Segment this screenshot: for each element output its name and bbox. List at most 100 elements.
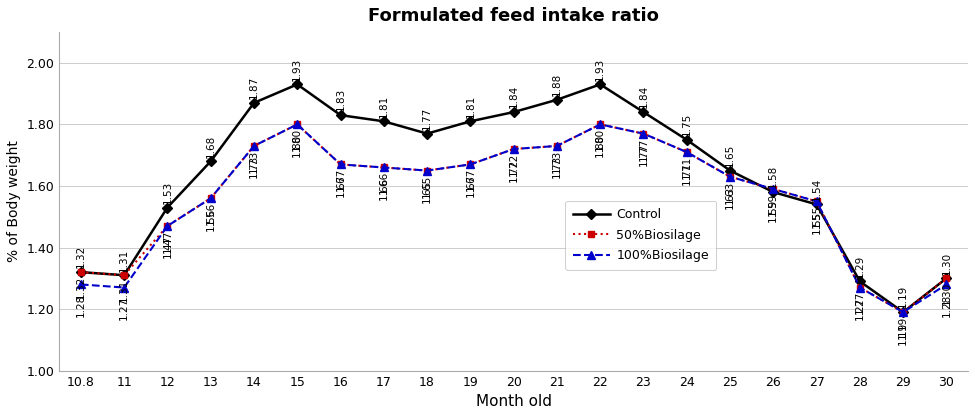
Control [551,97,563,102]
100%Biosilage [118,285,130,290]
X-axis label: Month old: Month old [476,394,552,409]
Text: 1.71: 1.71 [682,161,691,185]
50%Biosilage [508,146,520,151]
50%Biosilage [854,285,866,290]
Control [248,100,259,105]
Control [681,137,692,142]
Text: 1.73: 1.73 [249,150,259,173]
100%Biosilage [508,146,520,151]
Text: 1.80: 1.80 [292,128,302,151]
Control [162,205,174,210]
100%Biosilage [334,162,346,167]
Line: Control: Control [77,81,950,316]
50%Biosilage [248,144,259,149]
100%Biosilage [292,122,303,127]
Text: 1.88: 1.88 [552,73,562,96]
Text: 1.73: 1.73 [552,150,562,173]
100%Biosilage [724,174,736,179]
100%Biosilage [75,282,87,287]
Text: 1.19: 1.19 [898,322,908,344]
Text: 1.53: 1.53 [163,181,173,204]
Text: 1.29: 1.29 [855,255,865,278]
Control [638,109,649,114]
Text: 1.77: 1.77 [639,137,648,161]
50%Biosilage [681,150,692,155]
Y-axis label: % of Body weight: % of Body weight [7,141,20,262]
Text: 1.55: 1.55 [811,205,822,228]
50%Biosilage [724,174,736,179]
Control [75,270,87,275]
50%Biosilage [75,270,87,275]
Text: 1.80: 1.80 [292,134,302,157]
Control [508,109,520,114]
Text: 1.32: 1.32 [76,276,86,299]
Text: 1.83: 1.83 [335,88,345,111]
Text: 1.47: 1.47 [163,235,173,258]
Text: 1.19: 1.19 [898,316,908,339]
Text: 1.55: 1.55 [811,210,822,234]
Text: 1.56: 1.56 [206,208,215,231]
Text: 1.59: 1.59 [768,198,778,221]
50%Biosilage [292,122,303,127]
100%Biosilage [854,285,866,290]
Control [724,168,736,173]
Control [334,113,346,118]
Text: 1.28: 1.28 [942,294,952,317]
Text: 1.27: 1.27 [119,297,129,320]
100%Biosilage [464,162,476,167]
Text: 1.73: 1.73 [249,155,259,178]
Text: 1.93: 1.93 [292,57,302,81]
Text: 1.87: 1.87 [249,76,259,99]
50%Biosilage [551,144,563,149]
100%Biosilage [638,131,649,136]
Text: 1.27: 1.27 [855,291,865,314]
Control [897,310,909,314]
Control [205,159,216,164]
Text: 1.32: 1.32 [76,245,86,268]
Control [292,82,303,87]
100%Biosilage [248,144,259,149]
Text: 1.65: 1.65 [422,180,432,203]
Control [595,82,606,87]
Text: 1.54: 1.54 [811,178,822,201]
100%Biosilage [681,150,692,155]
Control [811,202,823,207]
100%Biosilage [378,165,390,170]
50%Biosilage [421,168,433,173]
Text: 1.81: 1.81 [379,94,389,118]
100%Biosilage [811,199,823,204]
Text: 1.63: 1.63 [725,181,735,204]
Text: 1.67: 1.67 [335,168,345,191]
Text: 1.31: 1.31 [119,248,129,272]
Text: 1.19: 1.19 [898,285,908,308]
100%Biosilage [421,168,433,173]
Text: 1.30: 1.30 [942,282,952,305]
100%Biosilage [897,310,909,314]
Text: 1.72: 1.72 [509,153,519,176]
50%Biosilage [334,162,346,167]
Text: 1.65: 1.65 [725,144,735,167]
Text: 1.72: 1.72 [509,158,519,181]
Control [118,273,130,278]
Text: 1.58: 1.58 [768,165,778,188]
50%Biosilage [118,273,130,278]
Text: 1.30: 1.30 [942,252,952,275]
100%Biosilage [205,196,216,201]
Legend: Control, 50%Biosilage, 100%Biosilage: Control, 50%Biosilage, 100%Biosilage [566,201,717,270]
Text: 1.67: 1.67 [465,173,476,197]
Text: 1.59: 1.59 [768,193,778,216]
Text: 1.75: 1.75 [682,113,691,136]
100%Biosilage [595,122,606,127]
Title: Formulated feed intake ratio: Formulated feed intake ratio [369,7,659,25]
Text: 1.47: 1.47 [163,230,173,253]
50%Biosilage [378,165,390,170]
Line: 100%Biosilage: 100%Biosilage [77,120,951,316]
50%Biosilage [897,310,909,314]
Line: 50%Biosilage: 50%Biosilage [77,121,950,316]
50%Biosilage [638,131,649,136]
50%Biosilage [205,196,216,201]
50%Biosilage [767,186,779,191]
Control [464,119,476,124]
Text: 1.67: 1.67 [465,168,476,191]
Text: 1.56: 1.56 [206,202,215,225]
